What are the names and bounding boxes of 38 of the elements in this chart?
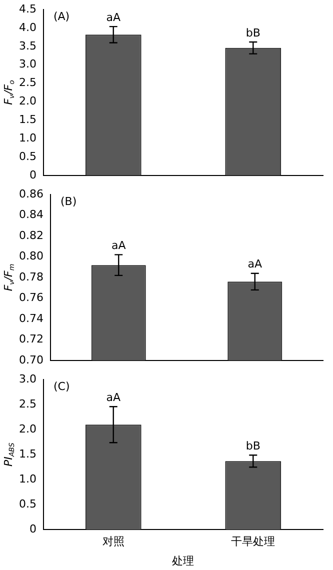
annotation: aA (106, 390, 121, 404)
annotation: bB (246, 26, 260, 40)
y-tick-label: 0 (29, 168, 36, 182)
x-axis-title: 处理 (172, 554, 194, 568)
annotation: aA (111, 239, 126, 252)
y-tick-label: 2.5 (18, 76, 36, 90)
y-tick-label: 0.84 (18, 208, 44, 222)
y-tick-label: 3.0 (18, 372, 36, 386)
y-tick-label: 0.80 (18, 250, 44, 263)
y-tick-label: 1.5 (18, 112, 36, 126)
y-tick-label: 1.0 (18, 472, 36, 486)
y-tick-label: 3.5 (18, 39, 36, 52)
y-tick-label: 1.5 (18, 447, 36, 460)
x-tick-label: 对照 (102, 535, 124, 548)
y-tick-label: 0.5 (18, 497, 36, 510)
annotation: bB (246, 439, 260, 452)
annotation: aA (248, 258, 262, 271)
y-tick-label: 0.76 (18, 291, 44, 304)
y-tick-label: 2.0 (18, 94, 36, 108)
y-tick-label: 1.0 (18, 131, 36, 144)
annotation: (A) (53, 10, 70, 23)
y-tick-label: 4.0 (18, 20, 36, 34)
y-tick-label: 0.5 (18, 150, 36, 163)
y-tick-label: 2.5 (18, 397, 36, 410)
y-tick-label: 0.78 (18, 270, 44, 284)
annotation: (B) (60, 194, 77, 208)
y-tick-label: 0.72 (18, 332, 44, 346)
y-tick-label: 3.0 (18, 58, 36, 71)
annotation: aA (106, 10, 121, 24)
y-tick-label: 0.86 (18, 187, 44, 200)
y-tick-label: 0.70 (18, 353, 44, 366)
y-tick-label: 2.0 (18, 422, 36, 436)
y-tick-label: 0.82 (18, 228, 44, 242)
y-tick-label: 0.74 (18, 312, 44, 325)
y-tick-label: 4.5 (18, 2, 36, 16)
annotation: (C) (53, 380, 70, 393)
y-tick-label: 0 (29, 522, 36, 536)
x-tick-label: 干旱处理 (231, 535, 276, 548)
